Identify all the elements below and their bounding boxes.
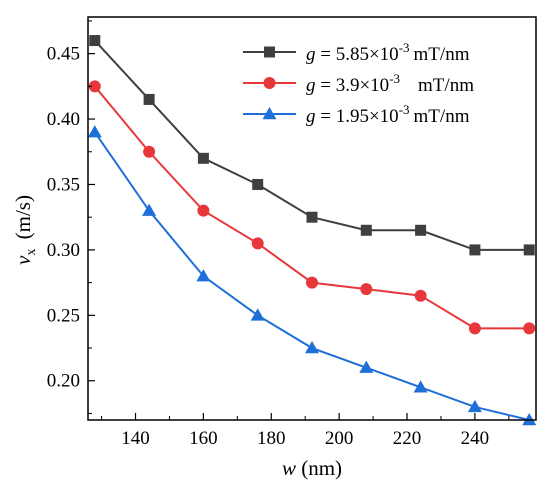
- data-point-2: [414, 289, 427, 302]
- x-axis-title: w (nm): [282, 456, 342, 480]
- y-tick-label: 0.25: [47, 305, 80, 326]
- data-point-2: [306, 276, 318, 289]
- x-tick-label: 220: [393, 428, 422, 449]
- y-tick-label: 0.35: [47, 174, 80, 195]
- legend-key-marker-2: [263, 77, 276, 89]
- data-point-1: [252, 178, 264, 190]
- data-point-2: [251, 237, 264, 250]
- x-tick-label: 240: [461, 428, 490, 449]
- legend-key-marker-1: [264, 46, 275, 58]
- data-point-1: [360, 224, 372, 236]
- legend-label-1: g = 5.85×10-3 mT/nm: [306, 40, 470, 65]
- data-point-3: [87, 125, 102, 138]
- data-point-1: [143, 93, 155, 105]
- x-tick-label: 200: [325, 428, 354, 449]
- data-point-2: [468, 322, 481, 335]
- data-point-3: [250, 308, 265, 321]
- plot-marks: [87, 35, 537, 426]
- legend-label-2: g = 3.9×10-3 mT/nm: [306, 71, 474, 96]
- x-tick-label: 160: [189, 428, 218, 449]
- data-point-1: [306, 211, 318, 223]
- data-point-1: [469, 244, 481, 256]
- axis-ticks: 140 160 180 200 220 240 0.20 0.25 0.30 0.35 0.40 0.…: [47, 20, 510, 449]
- data-point-2: [197, 204, 210, 217]
- y-tick-label: 0.20: [47, 371, 80, 392]
- data-point-1: [197, 152, 209, 164]
- y-tick-label: 0.30: [47, 240, 80, 261]
- data-point-1: [523, 244, 535, 256]
- data-point-1: [415, 224, 427, 236]
- data-point-3: [413, 380, 428, 393]
- y-tick-label: 0.40: [47, 109, 80, 130]
- data-point-3: [522, 413, 537, 426]
- series-line-3: [93, 131, 530, 421]
- legend-keys: [243, 46, 296, 120]
- y-tick-label: 0.45: [47, 44, 80, 65]
- data-point-3: [305, 341, 319, 354]
- y-axis-title: vx (m/s): [11, 195, 40, 265]
- plot-frame: [87, 16, 537, 421]
- data-point-3: [467, 399, 482, 413]
- data-point-3: [142, 203, 157, 216]
- data-point-2: [88, 80, 101, 93]
- data-point-3: [359, 360, 374, 373]
- x-tick-label: 180: [257, 428, 286, 449]
- legend: g = 5.85×10-3 mT/nm g = 3.9×10-3 mT/nm g =…: [243, 40, 474, 127]
- data-point-1: [89, 35, 101, 47]
- legend-key-marker-3: [262, 107, 277, 120]
- data-point-2: [143, 145, 156, 158]
- data-point-3: [196, 269, 211, 282]
- x-tick-label: 140: [121, 428, 150, 449]
- legend-label-3: g = 1.95×10-3 mT/nm: [306, 102, 470, 127]
- data-point-2: [360, 283, 373, 296]
- data-point-2: [523, 322, 536, 335]
